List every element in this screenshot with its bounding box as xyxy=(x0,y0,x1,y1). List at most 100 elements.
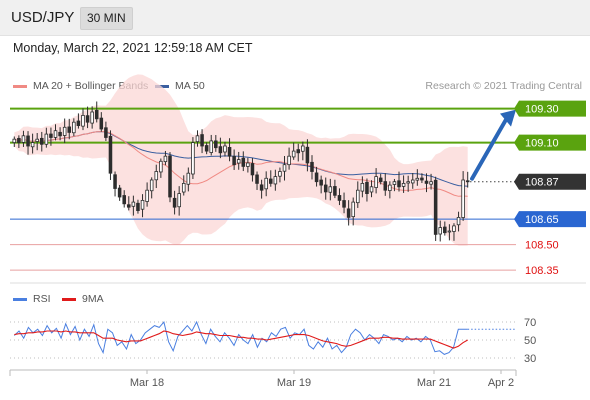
candle-body xyxy=(291,150,296,158)
level-tag-108.65 xyxy=(514,211,586,228)
rsi-ma-line xyxy=(14,330,468,349)
candle xyxy=(447,224,452,241)
candle-body xyxy=(456,216,461,226)
candle-body xyxy=(154,171,159,181)
candle-body xyxy=(443,226,447,234)
candle xyxy=(127,196,131,211)
candle-body xyxy=(401,182,406,187)
candle-body xyxy=(168,155,172,198)
timeframe-button[interactable]: 30 MIN xyxy=(80,7,133,30)
candle xyxy=(337,188,342,206)
candle-body xyxy=(186,172,191,185)
bollinger-band xyxy=(14,74,468,246)
candle xyxy=(12,136,17,147)
candle xyxy=(319,175,323,194)
candle xyxy=(44,127,49,148)
candle xyxy=(149,177,154,199)
candle-body xyxy=(388,184,392,192)
candle xyxy=(172,190,177,215)
candle-body xyxy=(131,201,136,207)
candle-body xyxy=(122,195,126,205)
candle-body xyxy=(424,180,429,184)
candle-body xyxy=(378,177,383,183)
candle-body xyxy=(301,145,305,152)
level-label-108.50: 108.50 xyxy=(525,240,559,252)
candle xyxy=(420,173,424,184)
candle xyxy=(383,173,388,196)
candle-body xyxy=(172,197,177,208)
level-label-109.10: 109.10 xyxy=(525,138,559,150)
candle xyxy=(53,124,58,141)
candle xyxy=(424,173,429,193)
chart-datetime: Monday, March 22, 2021 12:59:18 AM CET xyxy=(13,41,253,55)
candle-body xyxy=(342,200,346,208)
candle-body xyxy=(323,184,328,193)
legend-ma50: MA 50 xyxy=(155,80,205,92)
candle-body xyxy=(191,142,195,175)
legend-rsi: RSI xyxy=(13,293,51,305)
time-tick-label: Mar 19 xyxy=(277,377,311,389)
candle xyxy=(356,181,360,208)
candle xyxy=(200,129,204,154)
candle xyxy=(104,121,108,141)
moving-averages xyxy=(14,130,468,197)
candle xyxy=(429,173,433,190)
candle xyxy=(268,170,273,187)
candle xyxy=(232,149,236,170)
candle xyxy=(401,175,406,193)
candle xyxy=(191,137,195,180)
candle xyxy=(30,133,35,154)
candle xyxy=(310,155,314,180)
candle-body xyxy=(383,181,388,191)
level-label-108.35: 108.35 xyxy=(525,265,559,277)
candle xyxy=(223,141,227,157)
candle xyxy=(255,171,259,190)
candle-body xyxy=(259,184,264,191)
candle xyxy=(154,164,159,189)
candle xyxy=(21,130,26,147)
candle xyxy=(342,192,346,214)
candle xyxy=(177,186,181,216)
forecast-arrow-shaft xyxy=(470,117,508,181)
candle-body xyxy=(438,227,443,235)
candle xyxy=(168,152,172,203)
candle xyxy=(99,112,104,132)
candle-body xyxy=(397,180,401,188)
candle-body xyxy=(406,181,410,184)
candle xyxy=(122,190,126,208)
candle xyxy=(181,175,186,196)
candle-body xyxy=(287,155,291,166)
candle xyxy=(218,137,223,159)
candle xyxy=(452,223,456,241)
candle xyxy=(58,127,62,141)
ma20-swatch xyxy=(13,84,27,88)
candle-body xyxy=(17,137,21,144)
candle xyxy=(209,134,214,156)
candle xyxy=(145,182,149,207)
candle xyxy=(278,167,282,183)
candle-body xyxy=(360,182,365,192)
candle xyxy=(227,138,232,162)
top-bar: USD/JPY 30 MIN xyxy=(0,0,590,36)
rsi-tick-label: 50 xyxy=(524,335,536,347)
candle-body xyxy=(310,161,314,172)
candle-body xyxy=(282,164,287,172)
candle xyxy=(392,178,397,192)
candle-body xyxy=(204,145,209,152)
candle xyxy=(410,172,415,189)
candle xyxy=(291,142,296,160)
candle-body xyxy=(374,176,378,188)
candle xyxy=(323,177,328,200)
candle-body xyxy=(177,193,181,208)
candle xyxy=(49,127,53,146)
candle xyxy=(113,171,117,197)
candle xyxy=(90,106,94,129)
candle xyxy=(388,181,392,199)
level-label-109.30: 109.30 xyxy=(525,104,559,116)
level-tag-109.10 xyxy=(514,134,586,151)
candle-body xyxy=(163,155,168,163)
bollinger-band-area xyxy=(14,74,468,246)
candle xyxy=(456,211,461,232)
rsi-panel: 70 50 30 xyxy=(10,317,536,365)
